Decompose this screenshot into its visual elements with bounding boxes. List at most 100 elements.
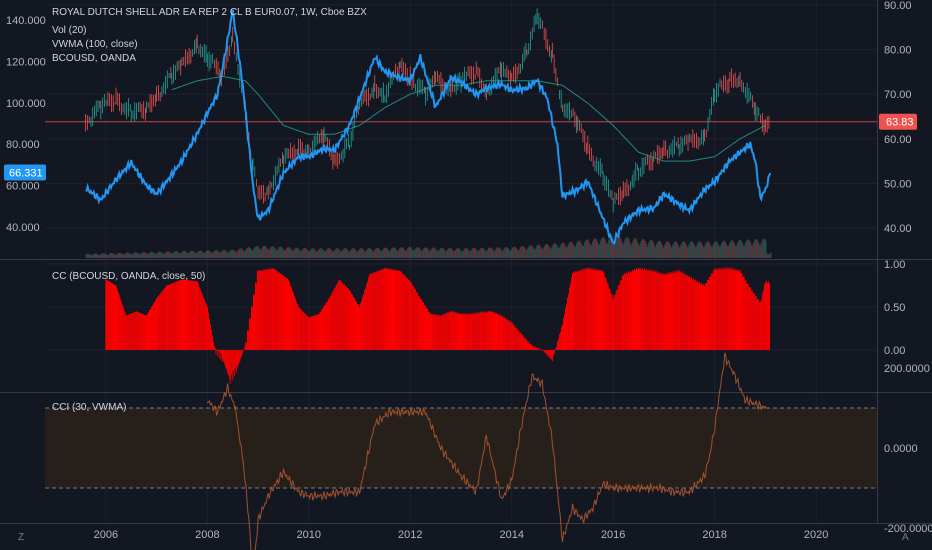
volume-bar <box>551 246 553 258</box>
volume-bar <box>509 251 511 258</box>
volume-bar <box>467 248 469 258</box>
volume-bar <box>642 238 644 258</box>
volume-bar <box>151 251 153 258</box>
volume-bar <box>654 247 656 258</box>
volume-histogram <box>85 236 772 258</box>
volume-bar <box>505 246 507 258</box>
volume-bar <box>400 247 402 258</box>
volume-bar <box>230 249 232 258</box>
volume-bar <box>695 247 697 258</box>
volume-bar <box>335 248 337 258</box>
volume-bar <box>520 246 523 258</box>
volume-bar <box>449 247 452 258</box>
volume-bar <box>271 246 273 258</box>
volume-bar <box>688 244 690 258</box>
volume-bar <box>389 249 392 258</box>
volume-bar <box>484 249 486 258</box>
volume-bar <box>499 248 501 258</box>
volume-bar <box>385 247 388 258</box>
cci-pane[interactable] <box>45 352 877 550</box>
volume-bar <box>632 240 634 258</box>
volume-bar <box>745 242 747 258</box>
volume-bar <box>364 251 366 258</box>
volume-bar <box>521 245 524 258</box>
volume-bar <box>694 246 696 258</box>
volume-bar <box>152 252 154 258</box>
volume-bar <box>666 241 669 258</box>
volume-bar <box>600 240 602 258</box>
grid-layer <box>45 0 877 523</box>
volume-bar <box>414 249 416 258</box>
volume-bar <box>488 247 490 258</box>
volume-bar <box>111 253 114 258</box>
volume-bar <box>536 246 538 258</box>
volume-bar <box>517 250 520 258</box>
bcousd-line[interactable] <box>85 9 772 246</box>
volume-bar <box>196 252 198 258</box>
volume-bar <box>295 247 297 258</box>
volume-bar <box>690 241 692 258</box>
volume-bar <box>245 248 248 258</box>
volume-bar <box>502 249 504 258</box>
volume-bar <box>437 250 439 258</box>
volume-bar <box>705 242 707 258</box>
right-tick-90.00: 90.00 <box>884 0 912 12</box>
volume-bar <box>765 240 767 258</box>
volume-bar <box>251 250 254 258</box>
volume-bar <box>425 247 427 258</box>
volume-bar <box>641 239 643 258</box>
volume-bar <box>369 248 371 258</box>
volume-bar <box>382 248 385 258</box>
main-pane[interactable] <box>45 8 877 246</box>
volume-bar <box>133 252 135 258</box>
cci-line[interactable] <box>206 352 766 550</box>
volume-bar <box>266 247 268 258</box>
volume-bar <box>615 242 617 258</box>
volume-bar <box>534 249 536 258</box>
volume-bar <box>678 245 680 258</box>
volume-bar <box>207 250 209 258</box>
volume-bar <box>718 246 720 258</box>
volume-bar <box>548 245 550 258</box>
legend-cc[interactable]: CC (BCOUSD, OANDA, close, 50) <box>52 271 205 282</box>
legend-vwma[interactable]: VWMA (100, close) <box>52 39 138 50</box>
volume-bar <box>560 243 562 258</box>
volume-bar <box>248 247 251 258</box>
timezone-icon[interactable]: Z <box>18 532 24 543</box>
volume-bar <box>302 248 304 258</box>
volume-bar <box>361 248 363 258</box>
legend-cci[interactable]: CCI (30, VWMA) <box>52 402 126 413</box>
auto-scale-icon[interactable]: A <box>902 532 909 543</box>
volume-bar <box>147 254 149 258</box>
volume-bar <box>733 243 736 258</box>
cc-pane[interactable] <box>105 267 770 384</box>
volume-bar <box>172 252 175 258</box>
volume-bar <box>758 242 760 258</box>
volume-bar <box>368 247 370 258</box>
volume-bar <box>594 238 597 258</box>
volume-bar <box>501 251 503 258</box>
volume-bar <box>324 251 326 258</box>
volume-bar <box>559 245 561 258</box>
volume-bar <box>719 246 721 258</box>
volume-bar <box>162 253 164 258</box>
volume-bar <box>219 253 221 258</box>
volume-bar <box>636 240 638 258</box>
volume-bar <box>474 248 476 258</box>
volume-bar <box>643 239 645 258</box>
volume-bar <box>260 250 262 258</box>
legend-bcousd[interactable]: BCOUSD, OANDA <box>52 53 136 64</box>
volume-bar <box>569 241 571 258</box>
volume-bar <box>518 249 521 258</box>
volume-bar <box>489 247 491 258</box>
volume-bar <box>97 254 99 258</box>
volume-bar <box>655 244 658 258</box>
volume-bar <box>700 242 702 258</box>
volume-bar <box>326 249 328 258</box>
volume-bar <box>419 248 421 258</box>
volume-bar <box>310 248 313 258</box>
legend-volume[interactable]: Vol (20) <box>52 25 86 36</box>
volume-bar <box>513 246 515 258</box>
volume-bar <box>330 249 332 258</box>
